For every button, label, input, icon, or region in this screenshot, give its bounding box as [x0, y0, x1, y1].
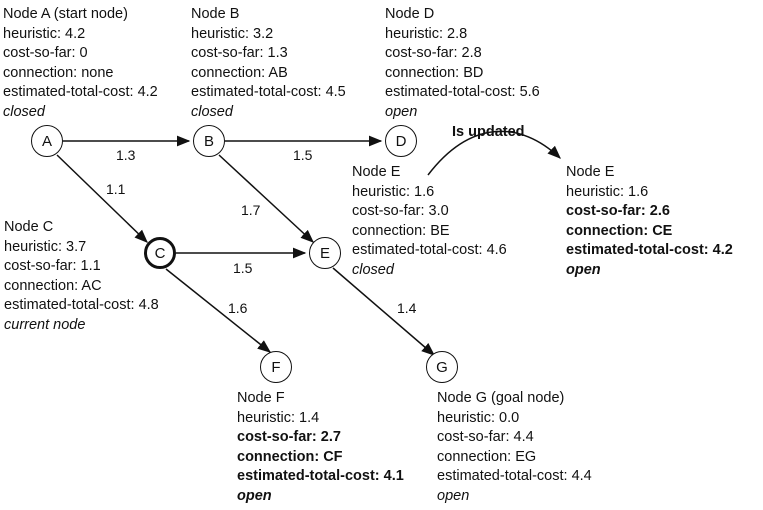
weight-be: 1.7: [241, 202, 261, 218]
info-heuristic: heuristic: 2.8: [385, 25, 468, 42]
info-connection: connection: BD: [385, 64, 484, 81]
info-connection: connection: CE: [566, 222, 673, 239]
info-total-cost: estimated-total-cost: 4.6: [352, 242, 507, 259]
info-title: Node E: [566, 164, 615, 180]
node-d: D: [385, 125, 417, 157]
info-connection: connection: EG: [437, 448, 537, 465]
edge-a-c: [56, 154, 148, 243]
info-heuristic: heuristic: 1.4: [237, 409, 320, 426]
info-connection: connection: CF: [237, 448, 343, 465]
info-title: Node A (start node): [3, 6, 128, 22]
node-f: F: [260, 351, 292, 383]
edge-b-e: [218, 154, 314, 243]
node-a: A: [31, 125, 63, 157]
weight-cf: 1.6: [228, 300, 248, 316]
info-cost-so-far: cost-so-far: 2.8: [385, 45, 482, 62]
weight-ac: 1.1: [106, 181, 126, 197]
info-total-cost: estimated-total-cost: 4.1: [237, 468, 404, 485]
weight-ab: 1.3: [116, 147, 136, 163]
info-connection: connection: BE: [352, 222, 450, 239]
info-node-g: Node G (goal node) heuristic: 0.0 cost-s…: [437, 389, 592, 507]
info-total-cost: estimated-total-cost: 4.2: [566, 242, 733, 259]
info-cost-so-far: cost-so-far: 4.4: [437, 429, 534, 446]
info-heuristic: heuristic: 3.7: [4, 238, 87, 255]
info-cost-so-far: cost-so-far: 3.0: [352, 203, 449, 220]
info-status: closed: [352, 261, 394, 278]
info-total-cost: estimated-total-cost: 4.2: [3, 84, 158, 101]
info-status: open: [385, 103, 418, 120]
edge-c-f: [165, 268, 272, 353]
info-total-cost: estimated-total-cost: 4.5: [191, 84, 346, 101]
info-node-d: Node D heuristic: 2.8 cost-so-far: 2.8 c…: [385, 5, 540, 123]
info-node-e-new: Node E heuristic: 1.6 cost-so-far: 2.6 c…: [566, 163, 733, 281]
info-connection: connection: AC: [4, 277, 102, 294]
info-cost-so-far: cost-so-far: 1.3: [191, 45, 288, 62]
info-node-c: Node C heuristic: 3.7 cost-so-far: 1.1 c…: [4, 218, 159, 336]
info-cost-so-far: cost-so-far: 1.1: [4, 258, 101, 275]
info-heuristic: heuristic: 1.6: [566, 183, 649, 200]
info-cost-so-far: cost-so-far: 0: [3, 45, 88, 62]
info-node-f: Node F heuristic: 1.4 cost-so-far: 2.7 c…: [237, 389, 404, 507]
info-connection: connection: AB: [191, 64, 288, 81]
info-heuristic: heuristic: 1.6: [352, 183, 435, 200]
info-title: Node G (goal node): [437, 390, 565, 406]
info-title: Node F: [237, 390, 285, 406]
info-cost-so-far: cost-so-far: 2.7: [237, 429, 341, 446]
info-connection: connection: none: [3, 64, 114, 81]
info-status: current node: [4, 316, 86, 333]
info-status: open: [437, 487, 470, 504]
info-status: open: [237, 487, 272, 504]
info-status: open: [566, 261, 601, 278]
info-total-cost: estimated-total-cost: 4.4: [437, 468, 592, 485]
info-node-a: Node A (start node) heuristic: 4.2 cost-…: [3, 5, 158, 123]
info-total-cost: estimated-total-cost: 4.8: [4, 297, 159, 314]
weight-eg: 1.4: [397, 300, 417, 316]
info-heuristic: heuristic: 3.2: [191, 25, 274, 42]
info-total-cost: estimated-total-cost: 5.6: [385, 84, 540, 101]
info-title: Node C: [4, 219, 54, 235]
edge-e-g: [332, 267, 436, 356]
node-g: G: [426, 351, 458, 383]
update-arrow: [427, 130, 561, 176]
info-title: Node D: [385, 6, 435, 22]
info-status: closed: [191, 103, 233, 120]
info-heuristic: heuristic: 0.0: [437, 409, 520, 426]
node-c: C: [144, 237, 176, 269]
info-title: Node B: [191, 6, 240, 22]
info-heuristic: heuristic: 4.2: [3, 25, 86, 42]
node-b: B: [193, 125, 225, 157]
info-status: closed: [3, 103, 45, 120]
node-e: E: [309, 237, 341, 269]
info-title: Node E: [352, 164, 401, 180]
info-node-b: Node B heuristic: 3.2 cost-so-far: 1.3 c…: [191, 5, 346, 123]
update-label: Is updated: [452, 124, 525, 140]
info-cost-so-far: cost-so-far: 2.6: [566, 203, 670, 220]
info-node-e-old: Node E heuristic: 1.6 cost-so-far: 3.0 c…: [352, 163, 507, 281]
weight-bd: 1.5: [293, 147, 313, 163]
weight-ce: 1.5: [233, 260, 253, 276]
